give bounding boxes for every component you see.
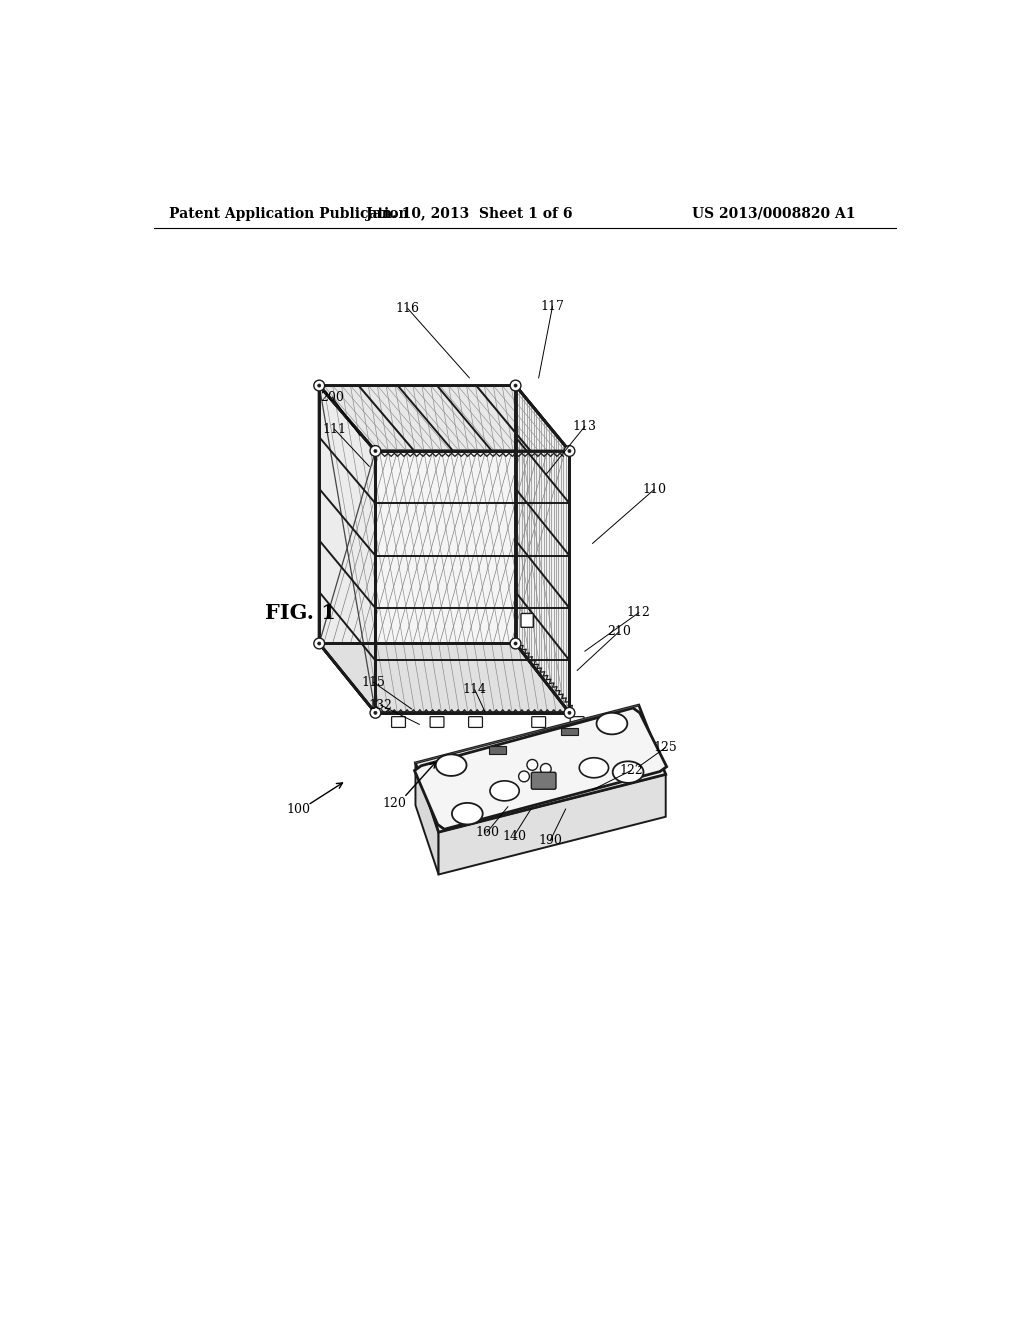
Ellipse shape	[489, 781, 519, 801]
Circle shape	[313, 380, 325, 391]
Circle shape	[374, 711, 377, 714]
FancyBboxPatch shape	[531, 717, 546, 727]
Circle shape	[317, 384, 321, 387]
Text: 114: 114	[463, 684, 486, 696]
Polygon shape	[416, 763, 438, 874]
Text: 140: 140	[502, 829, 526, 842]
Circle shape	[313, 638, 325, 649]
Circle shape	[317, 642, 321, 645]
Text: 113: 113	[572, 420, 597, 433]
Text: 110: 110	[642, 483, 667, 496]
Circle shape	[374, 449, 377, 453]
Text: 111: 111	[323, 422, 346, 436]
Text: 112: 112	[627, 606, 650, 619]
Text: US 2013/0008820 A1: US 2013/0008820 A1	[692, 207, 856, 220]
Bar	[561, 727, 579, 735]
Text: Jan. 10, 2013  Sheet 1 of 6: Jan. 10, 2013 Sheet 1 of 6	[367, 207, 572, 220]
Text: 100: 100	[287, 803, 310, 816]
Polygon shape	[438, 775, 666, 874]
Text: 160: 160	[475, 825, 499, 838]
Circle shape	[510, 380, 521, 391]
Ellipse shape	[580, 758, 608, 777]
Polygon shape	[376, 451, 569, 713]
Text: Patent Application Publication: Patent Application Publication	[169, 207, 409, 220]
Circle shape	[568, 449, 571, 453]
Circle shape	[527, 759, 538, 771]
FancyBboxPatch shape	[531, 772, 556, 789]
Text: FIG. 1: FIG. 1	[264, 603, 336, 623]
Circle shape	[564, 446, 574, 457]
Text: 200: 200	[321, 391, 344, 404]
Circle shape	[370, 446, 381, 457]
Polygon shape	[515, 385, 569, 713]
Bar	[488, 746, 506, 754]
Text: 122: 122	[620, 764, 643, 777]
Circle shape	[510, 638, 521, 649]
FancyBboxPatch shape	[570, 717, 584, 727]
Circle shape	[564, 708, 574, 718]
Polygon shape	[319, 385, 376, 713]
Circle shape	[514, 642, 517, 645]
Text: 120: 120	[383, 797, 407, 810]
Ellipse shape	[597, 713, 628, 734]
Text: 190: 190	[539, 834, 562, 847]
Circle shape	[568, 711, 571, 714]
Polygon shape	[319, 385, 569, 451]
Polygon shape	[415, 708, 667, 829]
Circle shape	[541, 763, 551, 775]
Circle shape	[370, 708, 381, 718]
Text: 116: 116	[395, 302, 420, 315]
FancyBboxPatch shape	[430, 717, 444, 727]
Ellipse shape	[452, 803, 482, 825]
Text: 117: 117	[541, 300, 564, 313]
FancyBboxPatch shape	[521, 614, 534, 627]
FancyBboxPatch shape	[469, 717, 482, 727]
Polygon shape	[416, 705, 666, 832]
Text: 132: 132	[369, 698, 393, 711]
Circle shape	[514, 384, 517, 387]
FancyBboxPatch shape	[391, 717, 406, 727]
Ellipse shape	[612, 762, 643, 783]
Polygon shape	[319, 644, 569, 713]
Text: 115: 115	[361, 676, 385, 689]
Text: 210: 210	[607, 626, 631, 639]
Text: 125: 125	[654, 741, 678, 754]
Ellipse shape	[436, 755, 467, 776]
Circle shape	[518, 771, 529, 781]
